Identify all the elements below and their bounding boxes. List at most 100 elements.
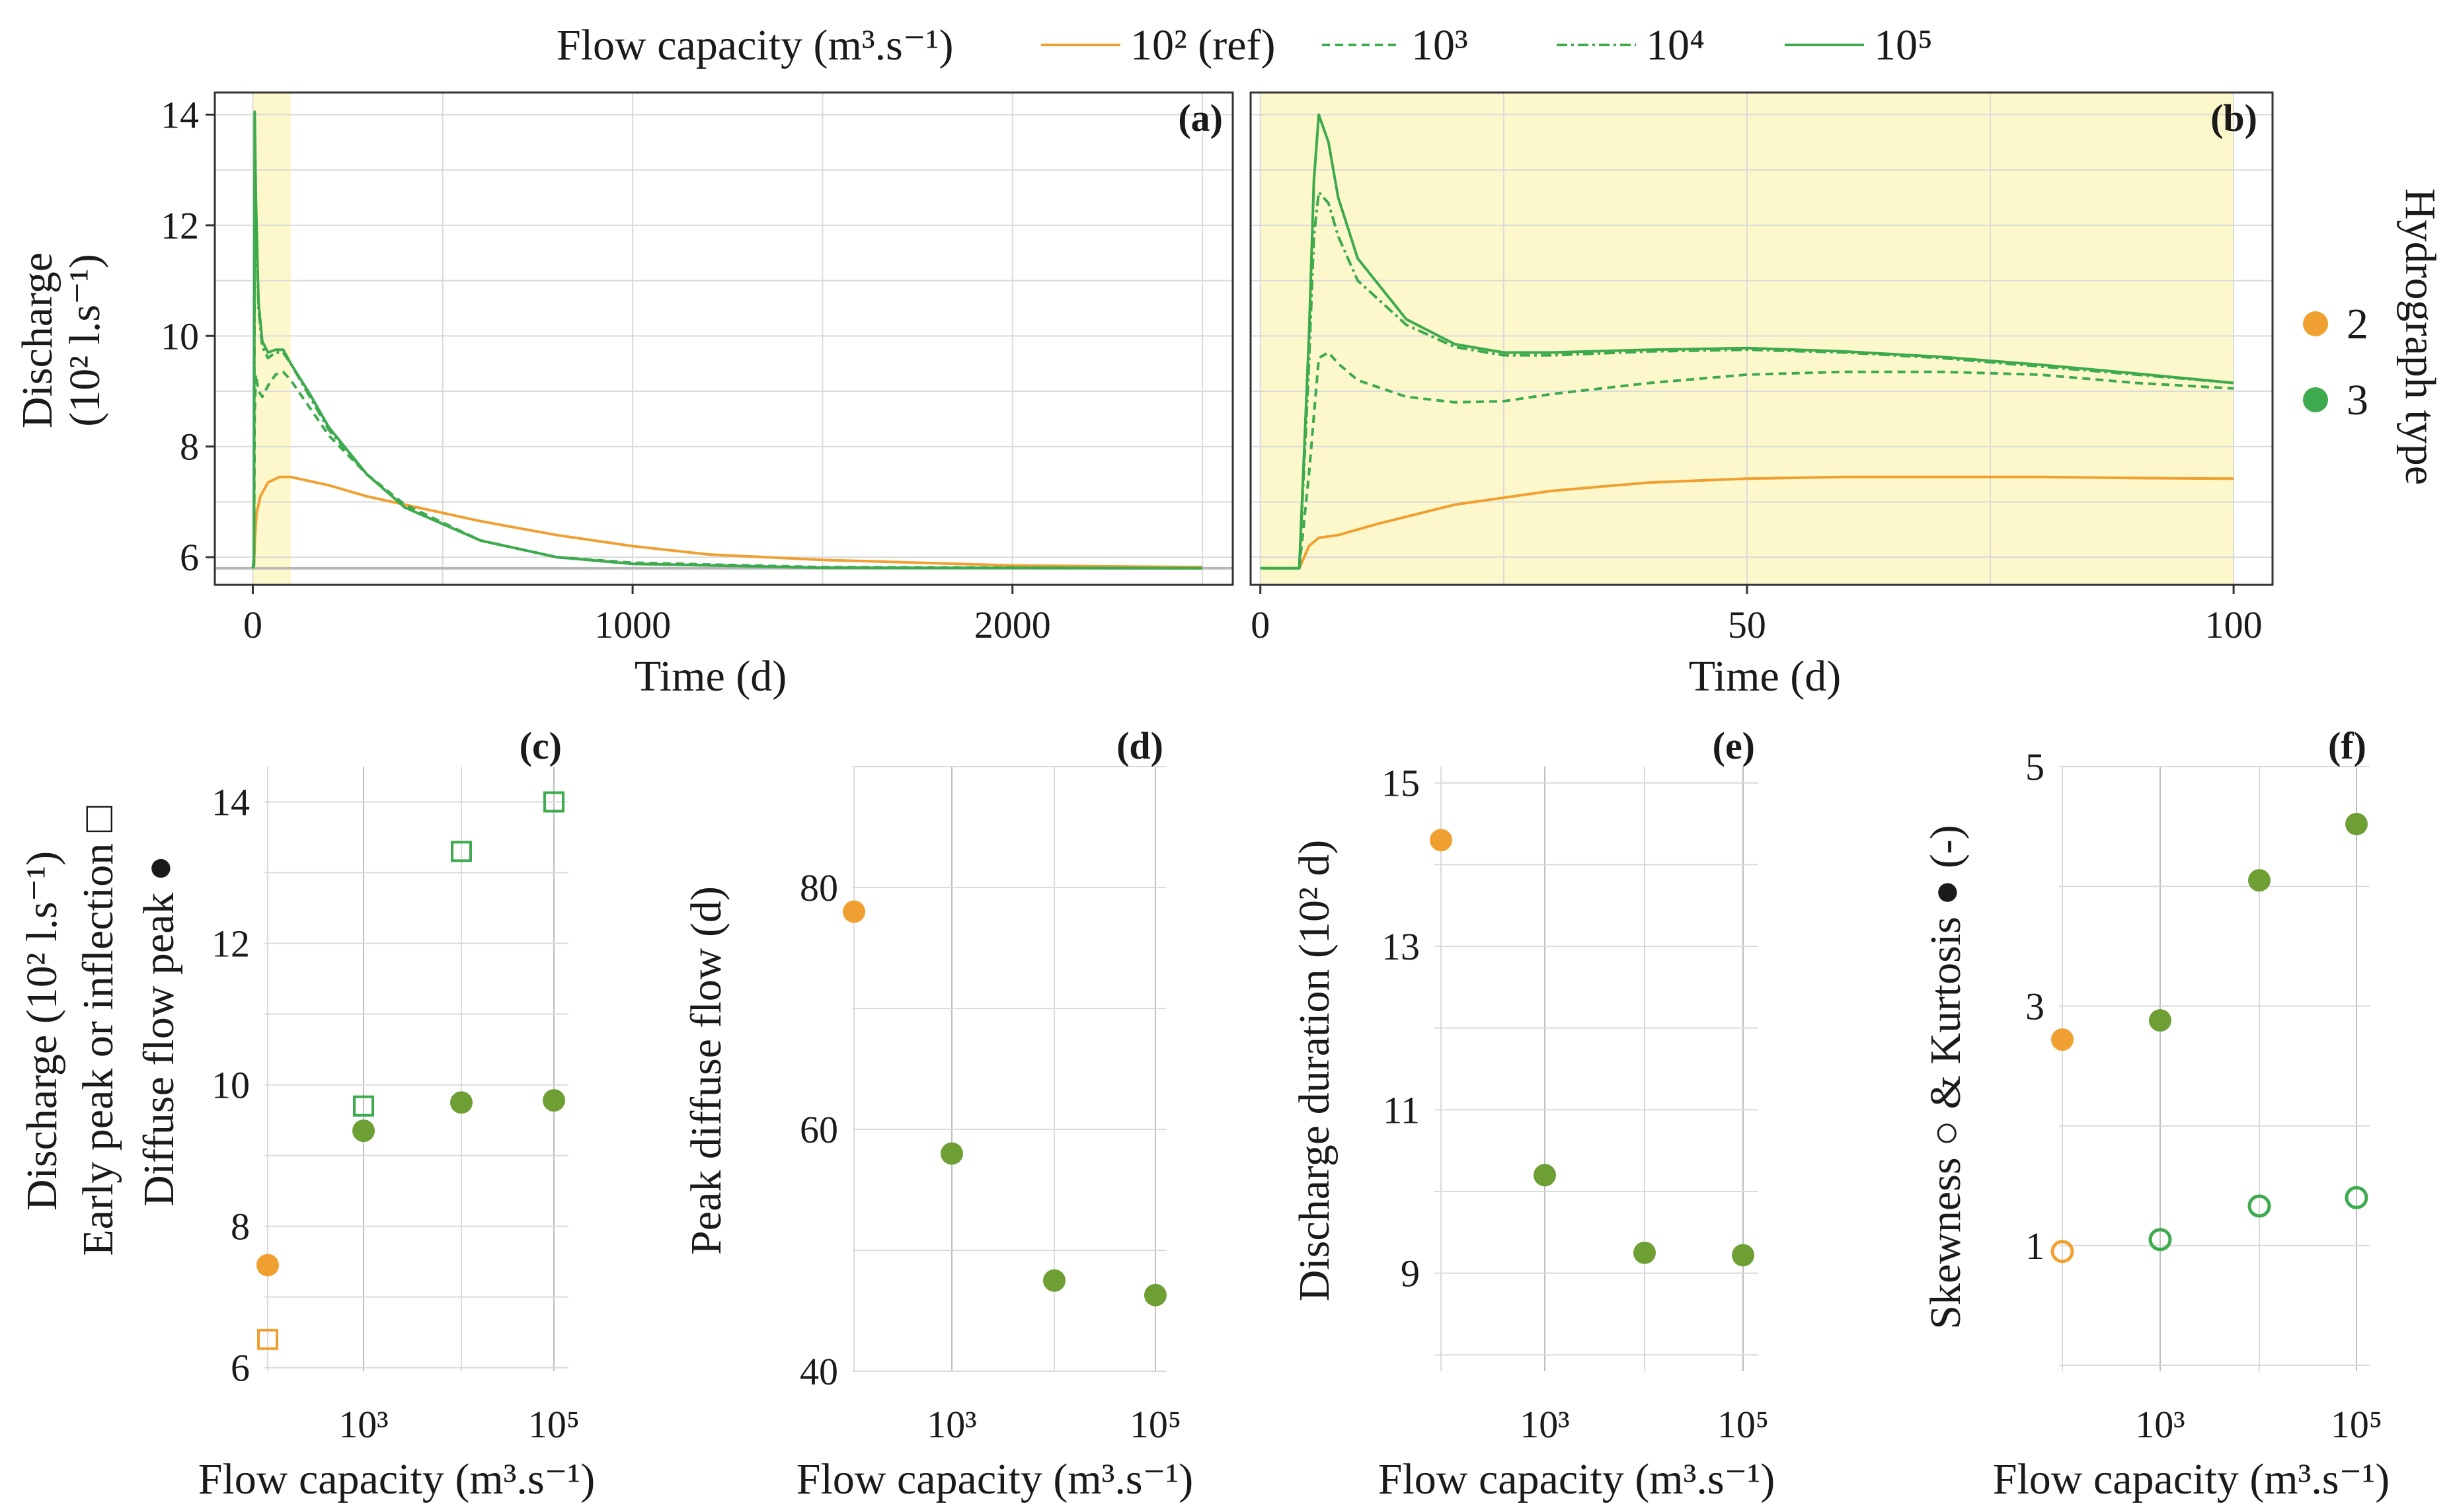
series-line-3 [251, 110, 1203, 570]
panel-e-texts: (e) Discharge duration (10² d) Flow capa… [1290, 724, 1775, 1503]
hydro-legend-dot-3 [2303, 387, 2328, 412]
legend-label-3: 10⁵ [1874, 21, 1933, 69]
y-tick-label: 40 [800, 1350, 838, 1393]
legend-items: 10² (ref) 10³ 10⁴ 10⁵ [1041, 21, 1933, 69]
x-tick-label: 10³ [1520, 1403, 1569, 1446]
series-line-1 [1260, 351, 2234, 570]
panel-e-ylabel: Discharge duration (10² d) [1290, 840, 1339, 1302]
marker-point [256, 1254, 279, 1277]
marker-point [2050, 1240, 2074, 1264]
panel-c-ylabel-line2: Diffuse flow peak ● [135, 855, 183, 1207]
panel-d-peak-diffuse-flow: 40 60 80 10³ 10⁵ [800, 766, 1181, 1446]
x-tick-label: 2000 [974, 603, 1051, 646]
y-tick-label: 6 [231, 1347, 250, 1390]
panel-a-ylabel-line1: Discharge [13, 252, 61, 428]
panel-d-xlabel: Flow capacity (m³.s⁻¹) [797, 1455, 1193, 1503]
flow-capacity-legend: Flow capacity (m³.s⁻¹) 10² (ref) 10³ 10⁴ 10… [557, 21, 1933, 69]
marker-point [1732, 1244, 1754, 1267]
marker-point [2051, 1028, 2074, 1051]
marker-point [353, 1095, 374, 1117]
marker-point [1430, 829, 1452, 852]
x-tick-label: 1000 [594, 603, 671, 646]
y-tick-label: 14 [212, 781, 250, 824]
y-tick-label: 10 [161, 315, 199, 358]
panel-b-xlabel: Time (d) [1689, 652, 1841, 700]
marker-point [352, 1119, 375, 1143]
panel-a-label: (a) [1178, 96, 1223, 139]
marker-point [2345, 812, 2368, 835]
hydro-legend-dot-2 [2303, 311, 2328, 336]
x-tick-label: 0 [243, 603, 262, 646]
y-tick-label: 11 [1383, 1088, 1420, 1131]
panel-e-discharge-duration: 9 11 13 15 10³ 10⁵ [1381, 762, 1769, 1446]
highlight-band [253, 93, 291, 585]
panel-d-label: (d) [1116, 724, 1163, 767]
x-tick-label: 10⁵ [2331, 1403, 2382, 1446]
marker-point [543, 1089, 565, 1112]
panel-c-texts: (c) Discharge (10² l.s⁻¹) Early peak or … [18, 724, 595, 1503]
y-tick-label: 8 [231, 1205, 250, 1248]
panel-f-ylabel: Skewness ○ & Kurtosis ● (-) [1922, 825, 1970, 1330]
y-tick-label: 13 [1381, 925, 1420, 968]
panel-e-xlabel: Flow capacity (m³.s⁻¹) [1378, 1455, 1775, 1503]
marker-point [2148, 1228, 2172, 1252]
panel-c-xlabel: Flow capacity (m³.s⁻¹) [198, 1455, 595, 1503]
panel-a-texts: (a) Discharge (10² l.s⁻¹) Time (d) [13, 96, 1223, 700]
legend-label-2: 10⁴ [1646, 21, 1705, 69]
marker-point [1633, 1241, 1656, 1264]
panel-c-ylabel-line1: Early peak or inflection □ [74, 806, 122, 1256]
panel-b-label: (b) [2210, 96, 2257, 139]
y-tick-label: 6 [180, 536, 199, 579]
panel-f-label: (f) [2328, 724, 2366, 767]
hydrograph-type-legend: Hydrograph type 23 [2303, 188, 2444, 485]
y-tick-label: 5 [2025, 745, 2044, 788]
x-tick-label: 10⁵ [528, 1403, 580, 1446]
marker-point [2247, 1194, 2271, 1218]
panel-a-ylabel-line2: (10² l.s⁻¹) [61, 254, 109, 426]
marker-point [2149, 1009, 2171, 1032]
panel-b-discharge-zoom: 0 50 100 [1249, 91, 2274, 646]
panel-c-label: (c) [520, 724, 562, 767]
y-tick-label: 12 [161, 204, 199, 247]
marker-point [941, 1142, 963, 1165]
hydro-legend-label-3: 3 [2347, 376, 2368, 424]
x-tick-label: 100 [2205, 603, 2263, 646]
panel-e-label: (e) [1713, 724, 1755, 767]
legend-label-0: 10² (ref) [1130, 21, 1276, 69]
y-tick-label: 14 [161, 93, 199, 136]
panel-c-discharge-peaks: 6 8 10 12 14 10³ 10⁵ [212, 767, 580, 1446]
x-tick-label: 10³ [338, 1403, 388, 1446]
hydrograph-legend-items: 23 [2303, 300, 2368, 424]
panel-a-discharge-timeseries: 0 1000 2000 6 8 10 12 14 [161, 91, 1234, 646]
panel-f-skewness-kurtosis: 1 3 5 10³ 10⁵ [2025, 745, 2382, 1446]
x-tick-label: 10⁵ [1130, 1403, 1181, 1446]
series-line-3 [1260, 113, 2234, 570]
marker-point [451, 841, 472, 862]
hydrograph-legend-title: Hydrograph type [2396, 188, 2444, 485]
x-tick-label: 10³ [927, 1403, 976, 1446]
marker-point [2248, 869, 2271, 892]
marker-point [1144, 1283, 1167, 1306]
legend-title: Flow capacity (m³.s⁻¹) [557, 21, 953, 69]
y-tick-label: 1 [2025, 1225, 2044, 1267]
marker-point [543, 791, 564, 813]
marker-point [1043, 1269, 1066, 1292]
legend-label-1: 10³ [1411, 21, 1468, 69]
series-line-0 [1260, 475, 2234, 570]
y-tick-label: 10 [212, 1064, 250, 1107]
series-line-1 [251, 370, 1203, 570]
y-tick-label: 9 [1401, 1252, 1420, 1295]
marker-point [843, 900, 865, 923]
x-tick-label: 50 [1728, 603, 1766, 646]
panel-b-texts: (b) Time (d) [1689, 96, 2257, 700]
y-tick-label: 12 [212, 923, 250, 965]
marker-point [2345, 1186, 2368, 1209]
marker-point [257, 1328, 278, 1350]
panel-a-xlabel: Time (d) [635, 652, 787, 700]
marker-point [450, 1091, 473, 1114]
x-tick-label: 10³ [2135, 1403, 2185, 1446]
panel-d-texts: (d) Peak diffuse flow (d) Flow capacity … [682, 724, 1193, 1503]
y-tick-label: 80 [800, 866, 838, 909]
marker-point [1534, 1164, 1556, 1187]
